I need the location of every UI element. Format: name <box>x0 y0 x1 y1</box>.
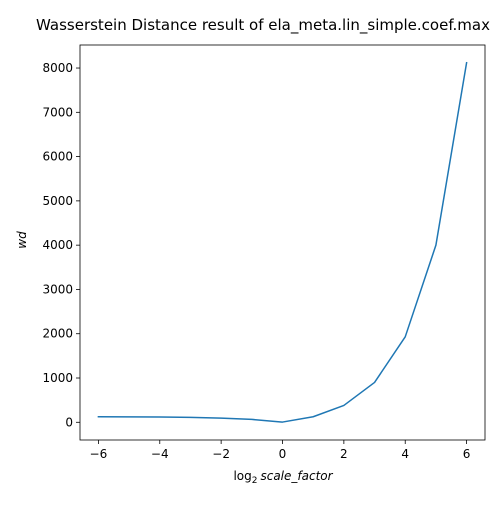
y-tick-label: 5000 <box>42 194 73 208</box>
y-tick-label: 1000 <box>42 371 73 385</box>
x-tick-label: 2 <box>340 447 348 461</box>
y-axis-label: wd <box>15 231 29 249</box>
y-tick-label: 0 <box>65 415 73 429</box>
y-tick-label: 3000 <box>42 282 73 296</box>
x-tick-label: −2 <box>212 447 230 461</box>
chart-title: Wasserstein Distance result of ela_meta.… <box>36 16 490 35</box>
x-axis-label: log2 scale_factor <box>233 469 333 486</box>
x-axis-label-subscript: 2 <box>252 476 258 486</box>
y-tick-label: 2000 <box>42 327 73 341</box>
x-axis-label-variable: scale_factor <box>260 469 333 483</box>
y-tick-label: 6000 <box>42 150 73 164</box>
x-tick-label: 6 <box>463 447 471 461</box>
x-tick-label: 4 <box>401 447 409 461</box>
axes-layer: −6 −4 −2 0 2 4 6 0 1000 2000 3000 4000 5000 6000 7000 8… <box>42 44 486 461</box>
series-line-0 <box>97 61 468 423</box>
series-layer <box>97 61 468 423</box>
y-tick-label: 4000 <box>42 238 73 252</box>
x-tick-label: −4 <box>151 447 169 461</box>
x-axis-label-log: log <box>233 469 251 483</box>
y-tick-label: 7000 <box>42 105 73 119</box>
x-tick-label: −6 <box>90 447 108 461</box>
y-tick-label: 8000 <box>42 61 73 75</box>
x-tick-label: 0 <box>279 447 287 461</box>
